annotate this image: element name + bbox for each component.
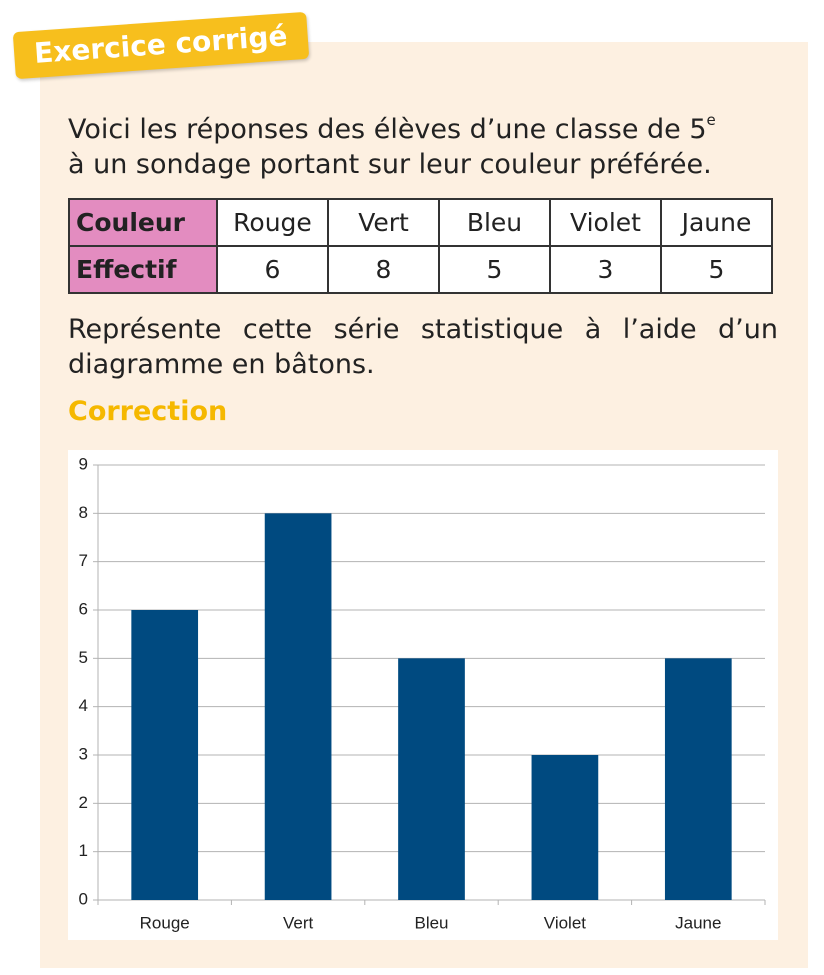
row-header: Couleur [68,198,218,247]
x-tick-label: Rouge [140,913,190,932]
y-tick-label: 5 [79,648,88,667]
intro-line: à un sondage portant sur leur couleur pr… [68,149,712,180]
intro-line: Voici les réponses des élèves d’une clas… [68,114,707,145]
cell: 3 [549,245,662,294]
y-tick-label: 2 [79,793,88,812]
y-tick-label: 4 [79,696,88,715]
cell: Vert [327,198,440,247]
y-tick-label: 9 [79,454,88,473]
y-tick-label: 8 [79,503,88,522]
y-tick-label: 6 [79,599,88,618]
cell: 5 [438,245,551,294]
x-tick-label: Jaune [675,913,721,932]
chart: 0 1 2 3 4 5 6 7 8 9 Rouge Vert Bleu Violet Jaune [68,450,778,940]
cell: 5 [660,245,773,294]
correction-title: Correction [68,396,228,427]
cell: 6 [216,245,329,294]
cell: Rouge [216,198,329,247]
y-tick-label: 0 [79,889,88,908]
bar [664,658,732,900]
x-tick-label: Bleu [414,913,448,932]
question: Représente cette série statistique à l’a… [68,314,778,380]
cell: Bleu [438,198,551,247]
bar [398,658,465,900]
row-header: Effectif [68,245,218,294]
cell: 8 [327,245,440,294]
table-row: Couleur Rouge Vert Bleu Violet Jaune [68,198,773,247]
superscript: e [706,111,716,129]
bar [131,610,199,900]
data-table: Couleur Rouge Vert Bleu Violet Jaune Effectif 6… [68,198,773,294]
y-tick-label: 7 [79,551,88,570]
y-tick-label: 1 [79,841,88,860]
bar [531,755,599,900]
x-tick-label: Violet [544,913,586,932]
table-row: Effectif 6 8 5 3 5 [68,245,773,294]
cell: Violet [549,198,662,247]
cell: Jaune [660,198,773,247]
intro: Voici les réponses des élèves d’une clas… [68,112,778,182]
bar [264,513,332,900]
x-tick-label: Vert [283,913,314,932]
y-tick-label: 3 [79,744,88,763]
